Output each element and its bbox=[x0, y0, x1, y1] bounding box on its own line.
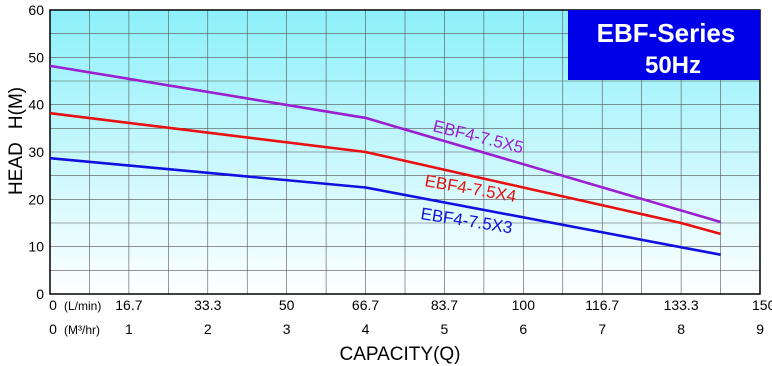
x-unit-lpm: (L/min) bbox=[64, 299, 101, 313]
badge-background bbox=[568, 10, 760, 80]
x-tick-m3: 6 bbox=[519, 321, 527, 337]
x-axis-title: CAPACITY(Q) bbox=[339, 344, 460, 365]
x-tick-lpm: 83.7 bbox=[431, 297, 458, 313]
x-tick-lpm: 150 bbox=[752, 297, 772, 313]
series-line-ebf4-7.5x5 bbox=[49, 64, 721, 224]
badge-title: EBF-Series bbox=[597, 18, 736, 48]
x-tick-lpm: 100 bbox=[512, 297, 536, 313]
y-axis-unit: H(M) bbox=[6, 87, 27, 129]
y-tick-label: 0 bbox=[36, 286, 44, 302]
y-tick-label: 50 bbox=[28, 49, 44, 65]
x-unit-m3: (M³/hr) bbox=[64, 323, 100, 337]
grid-lines bbox=[50, 10, 760, 294]
x-tick-m3: 1 bbox=[125, 321, 133, 337]
plot-border bbox=[49, 9, 761, 295]
x-tick-lpm: 16.7 bbox=[115, 297, 142, 313]
x-tick-m3: 5 bbox=[441, 321, 449, 337]
x-axis-ticks-m3: 0 (M³/hr) 1 2 3 4 5 6 7 8 9 bbox=[49, 321, 764, 337]
x-tick-lpm: 50 bbox=[279, 297, 295, 313]
x-tick-lpm: 33.3 bbox=[194, 297, 221, 313]
x-tick-lpm: 66.7 bbox=[352, 297, 379, 313]
x-tick-m3-zero: 0 bbox=[49, 321, 57, 337]
badge-frequency: 50Hz bbox=[645, 52, 701, 79]
y-tick-label: 30 bbox=[28, 144, 44, 160]
series-line-ebf4-7.5x3 bbox=[49, 156, 721, 256]
y-tick-label: 10 bbox=[28, 239, 44, 255]
x-axis-ticks-lpm: 0 (L/min) 16.7 33.3 50 66.7 83.7 100 116.7 133.… bbox=[49, 297, 772, 313]
x-tick-m3: 7 bbox=[598, 321, 606, 337]
y-tick-label: 40 bbox=[28, 97, 44, 113]
series-line-ebf4-7.5x4 bbox=[49, 111, 721, 236]
x-tick-lpm-zero: 0 bbox=[49, 297, 57, 313]
x-tick-lpm: 133.3 bbox=[664, 297, 699, 313]
y-axis-ticks: 0 10 20 30 40 50 60 bbox=[28, 2, 44, 302]
x-tick-m3: 3 bbox=[283, 321, 291, 337]
x-tick-m3: 8 bbox=[677, 321, 685, 337]
x-tick-m3: 2 bbox=[204, 321, 212, 337]
y-tick-label: 60 bbox=[28, 2, 44, 18]
x-tick-lpm: 116.7 bbox=[585, 297, 619, 313]
series-badge: EBF-Series 50Hz bbox=[568, 10, 760, 80]
x-tick-m3: 9 bbox=[756, 321, 764, 337]
y-axis-title: HEAD bbox=[6, 142, 27, 195]
series-layer bbox=[49, 64, 721, 256]
y-tick-label: 20 bbox=[28, 191, 44, 207]
x-tick-m3: 4 bbox=[362, 321, 370, 337]
